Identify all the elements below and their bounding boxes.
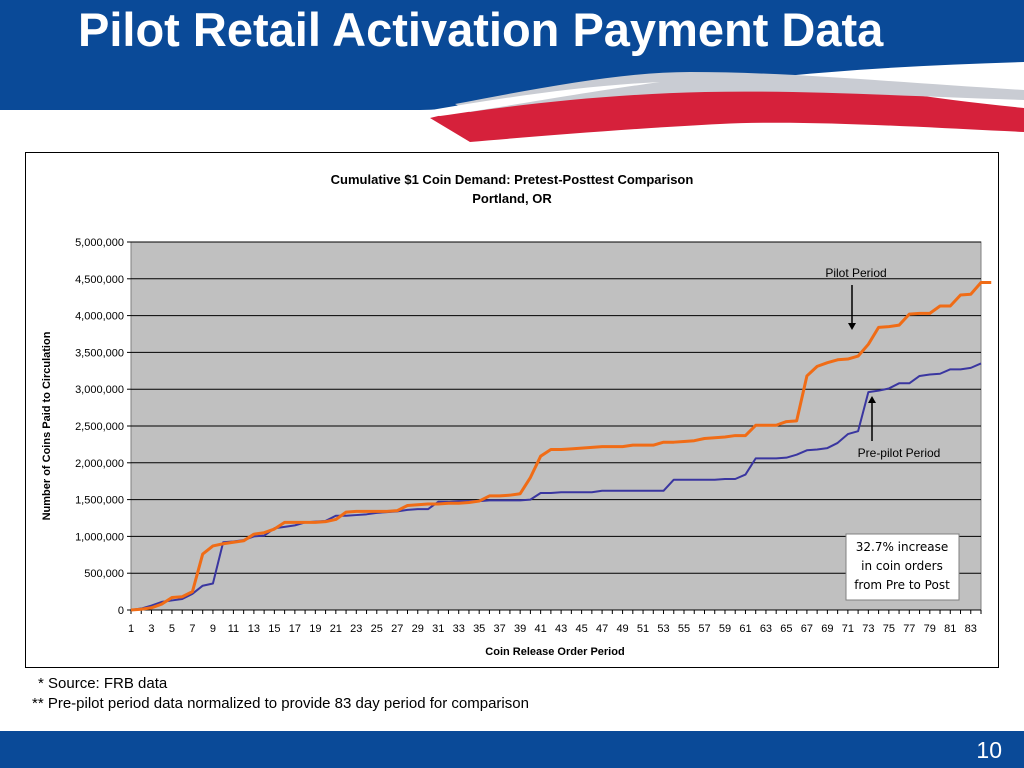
y-tick-label: 2,000,000 bbox=[75, 458, 124, 470]
series-lines bbox=[130, 280, 992, 612]
x-tick-label: 35 bbox=[473, 623, 485, 635]
x-tick-label: 77 bbox=[903, 623, 915, 635]
x-tick-label: 61 bbox=[739, 623, 751, 635]
y-tick-label: 5,000,000 bbox=[75, 237, 124, 249]
y-tick-label: 4,500,000 bbox=[75, 274, 124, 286]
x-tick-label: 25 bbox=[371, 623, 383, 635]
x-tick-label: 29 bbox=[412, 623, 424, 635]
increase-callout-box bbox=[845, 533, 960, 601]
y-tick-label: 1,500,000 bbox=[75, 495, 124, 507]
x-tick-label: 5 bbox=[169, 623, 175, 635]
x-tick-label: 83 bbox=[965, 623, 977, 635]
x-tick-label: 17 bbox=[289, 623, 301, 635]
x-tick-label: 45 bbox=[575, 623, 587, 635]
x-tick-label: 43 bbox=[555, 623, 567, 635]
pilot-period-line bbox=[130, 280, 992, 612]
x-tick-label: 7 bbox=[189, 623, 195, 635]
page-number: 10 bbox=[976, 737, 1002, 763]
x-tick-label: 39 bbox=[514, 623, 526, 635]
header-swoosh-gray bbox=[455, 72, 1024, 112]
x-tick-label: 49 bbox=[616, 623, 628, 635]
pilot-period-label: Pilot Period bbox=[825, 266, 886, 280]
increase-callout-line-2: in coin orders bbox=[861, 559, 943, 573]
x-tick-label: 1 bbox=[128, 623, 134, 635]
chart: Cumulative $1 Coin Demand: Pretest-Postt… bbox=[41, 172, 992, 658]
x-tick-label: 69 bbox=[821, 623, 833, 635]
x-tick-label: 79 bbox=[924, 623, 936, 635]
x-tick-label: 3 bbox=[148, 623, 154, 635]
increase-callout-line-3: from Pre to Post bbox=[854, 578, 950, 592]
x-tick-label: 51 bbox=[637, 623, 649, 635]
x-tick-label: 59 bbox=[719, 623, 731, 635]
y-tick-label: 4,000,000 bbox=[75, 311, 124, 323]
x-tick-label: 41 bbox=[535, 623, 547, 635]
x-tick-label: 55 bbox=[678, 623, 690, 635]
x-tick-label: 65 bbox=[780, 623, 792, 635]
x-tick-label: 47 bbox=[596, 623, 608, 635]
y-tick-label: 3,000,000 bbox=[75, 384, 124, 396]
grid-lines bbox=[131, 241, 981, 611]
x-tick-label: 73 bbox=[862, 623, 874, 635]
footer-bar bbox=[0, 731, 1024, 768]
x-tick-label: 15 bbox=[268, 623, 280, 635]
header-blue-band bbox=[0, 0, 1024, 110]
x-tick-label: 19 bbox=[309, 623, 321, 635]
y-tick-label: 2,500,000 bbox=[75, 421, 124, 433]
pilot-period-arrowhead bbox=[848, 323, 856, 330]
y-tick-label: 1,000,000 bbox=[75, 531, 124, 543]
footnote-normalization: ** Pre-pilot period data normalized to p… bbox=[32, 695, 529, 712]
y-tick-label: 0 bbox=[118, 605, 124, 617]
x-tick-label: 11 bbox=[228, 623, 239, 635]
x-axis-label: Coin Release Order Period bbox=[485, 646, 624, 658]
x-tick-label: 53 bbox=[657, 623, 669, 635]
x-tick-label: 23 bbox=[350, 623, 362, 635]
x-tick-label: 75 bbox=[883, 623, 895, 635]
x-tick-label: 81 bbox=[944, 623, 956, 635]
slide-title: Pilot Retail Activation Payment Data bbox=[78, 3, 884, 56]
x-tick-label: 57 bbox=[698, 623, 710, 635]
x-tick-label: 27 bbox=[391, 623, 403, 635]
x-tick-label: 33 bbox=[453, 623, 465, 635]
chart-subtitle: Portland, OR bbox=[472, 191, 552, 206]
y-tick-label: 3,500,000 bbox=[75, 347, 124, 359]
x-tick-label: 71 bbox=[842, 623, 854, 635]
header-banner bbox=[0, 0, 1024, 142]
x-tick-label: 37 bbox=[494, 623, 506, 635]
prepilot-period-label: Pre-pilot Period bbox=[858, 446, 941, 460]
x-tick-label: 67 bbox=[801, 623, 813, 635]
x-tick-label: 9 bbox=[210, 623, 216, 635]
x-tick-label: 31 bbox=[432, 623, 444, 635]
x-tick-label: 21 bbox=[330, 623, 342, 635]
chart-title: Cumulative $1 Coin Demand: Pretest-Postt… bbox=[331, 172, 694, 187]
y-tick-label: 500,000 bbox=[84, 568, 124, 580]
y-axis-label: Number of Coins Paid to Circulation bbox=[41, 331, 53, 520]
x-tick-label: 13 bbox=[248, 623, 260, 635]
increase-callout-line-1: 32.7% increase bbox=[856, 540, 949, 554]
prepilot-period-arrowhead bbox=[868, 396, 876, 403]
y-axis-ticks: 0 500,000 1,000,000 1,500,000 2,000,000 2,500… bbox=[75, 237, 131, 617]
x-axis-ticks: 1 3 5 7 9 11 13 15 17 19 21 23 25 27 29 31 33 35 37 39 41 43 4… bbox=[128, 609, 982, 635]
header-swoosh-white bbox=[420, 82, 660, 116]
footnote-source: * Source: FRB data bbox=[38, 675, 168, 692]
chart-frame: Cumulative $1 Coin Demand: Pretest-Postt… bbox=[25, 152, 999, 668]
x-tick-label: 63 bbox=[760, 623, 772, 635]
